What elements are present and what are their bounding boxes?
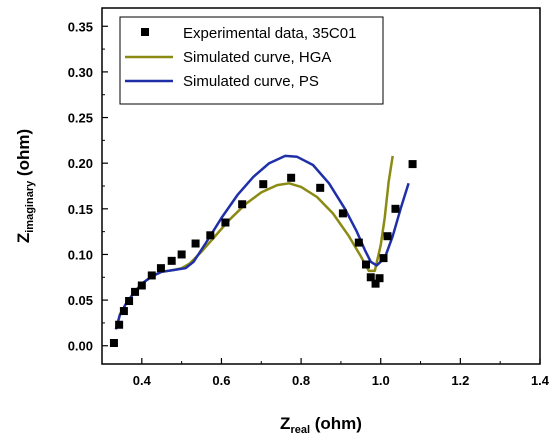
data-point: [259, 180, 268, 189]
data-point: [125, 297, 134, 306]
data-point: [408, 160, 417, 169]
y-axis-ticks: 0.00 0.05 0.10 0.15 0.20 0.25 0.30 0.35: [68, 19, 108, 354]
x-axis-title-unit: (ohm): [310, 414, 362, 433]
data-point: [316, 183, 325, 192]
x-tick-label: 0.8: [292, 373, 310, 388]
data-point: [109, 339, 118, 348]
data-point: [221, 218, 230, 227]
data-point: [238, 200, 247, 209]
x-tick-label: 1.4: [531, 373, 550, 388]
data-point: [167, 256, 176, 265]
data-point: [366, 273, 375, 282]
x-tick-label: 1.0: [372, 373, 390, 388]
data-point: [115, 320, 124, 329]
data-point: [177, 250, 186, 259]
data-point: [338, 209, 347, 218]
legend-marker-experimental: [141, 28, 149, 36]
data-point: [371, 279, 380, 288]
data-point: [287, 173, 296, 182]
legend-label-experimental: Experimental data, 35C01: [183, 25, 356, 42]
data-point: [119, 307, 128, 316]
data-point: [156, 264, 165, 273]
x-tick-label: 1.2: [451, 373, 469, 388]
legend-label-ps: Simulated curve, PS: [183, 73, 319, 90]
y-tick-label: 0.05: [68, 293, 93, 308]
data-point: [375, 274, 384, 283]
y-tick-label: 0.25: [68, 111, 93, 126]
series-line-2: [114, 154, 410, 330]
y-tick-label: 0.20: [68, 156, 93, 171]
data-point: [391, 204, 400, 213]
series-line-1: [114, 155, 394, 330]
data-point: [137, 281, 146, 290]
x-axis-title: Zreal (ohm): [280, 414, 362, 436]
x-axis-ticks: 0.4 0.6 0.8 1.0 1.2 1.4: [133, 358, 550, 388]
y-axis-title-unit: (ohm): [14, 129, 33, 181]
x-tick-label: 0.6: [212, 373, 230, 388]
y-tick-label: 0.10: [68, 247, 93, 262]
data-point: [131, 287, 140, 296]
legend: Experimental data, 35C01 Simulated curve…: [119, 16, 384, 105]
y-tick-label: 0.35: [68, 19, 93, 34]
data-point: [206, 231, 215, 240]
data-point: [383, 232, 392, 241]
y-axis-title-main: Z: [14, 233, 33, 243]
x-axis-title-main: Z: [280, 414, 290, 433]
x-axis-title-sub: real: [290, 424, 310, 436]
data-point: [361, 260, 370, 269]
y-axis-title: Zimaginary (ohm): [14, 129, 36, 243]
x-tick-label: 0.4: [133, 373, 152, 388]
data-point: [191, 239, 200, 248]
y-tick-label: 0.00: [68, 339, 93, 354]
y-tick-label: 0.15: [68, 202, 93, 217]
legend-box: [119, 16, 384, 105]
data-point: [379, 254, 388, 263]
y-axis-title-sub: imaginary: [24, 180, 36, 233]
series-layer: [109, 154, 417, 348]
data-point: [147, 271, 156, 280]
legend-label-hga: Simulated curve, HGA: [183, 49, 331, 66]
y-tick-label: 0.30: [68, 65, 93, 80]
data-point: [354, 238, 363, 247]
